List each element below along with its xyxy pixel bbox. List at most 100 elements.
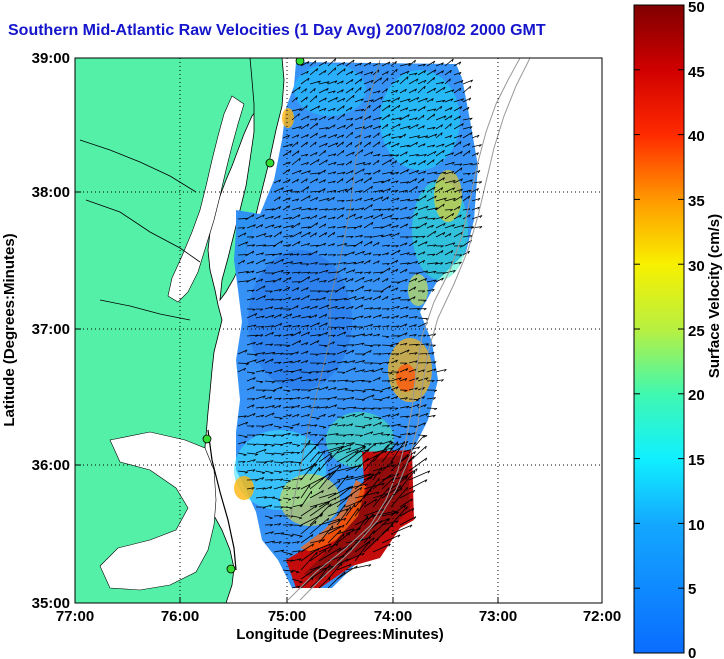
velocity-vector-head xyxy=(425,216,428,219)
velocity-vector xyxy=(363,454,378,472)
velocity-vector-head xyxy=(423,299,427,303)
velocity-vector xyxy=(264,405,275,409)
velocity-vector xyxy=(426,126,436,130)
velocity-vector-head xyxy=(433,108,437,112)
velocity-vector-head xyxy=(350,547,353,551)
velocity-vector-head xyxy=(359,499,363,503)
velocity-vector-head xyxy=(396,315,399,319)
velocity-vector xyxy=(363,333,373,337)
velocity-vector-head xyxy=(395,180,399,184)
velocity-vector xyxy=(417,125,425,130)
velocity-vector-head xyxy=(299,368,302,372)
velocity-vector xyxy=(417,343,429,346)
velocity-vector xyxy=(237,280,249,283)
velocity-vector xyxy=(264,325,274,328)
velocity-vector-head xyxy=(335,305,338,309)
velocity-vector-head xyxy=(379,117,382,120)
velocity-vector xyxy=(426,69,437,76)
velocity-vector xyxy=(291,585,301,589)
velocity-vector-head xyxy=(317,548,320,552)
velocity-vector-head xyxy=(452,213,455,217)
velocity-vector xyxy=(318,322,328,328)
velocity-vector-head xyxy=(450,250,454,254)
velocity-vector xyxy=(426,414,436,418)
velocity-vector-head xyxy=(269,235,273,238)
velocity-vector xyxy=(345,94,355,103)
velocity-vector-head xyxy=(407,252,410,255)
velocity-vector xyxy=(300,405,311,409)
velocity-vector xyxy=(444,89,455,94)
velocity-vector xyxy=(417,170,426,175)
velocity-vector-head xyxy=(423,435,425,439)
velocity-vector-head xyxy=(416,413,419,417)
velocity-vector xyxy=(471,188,479,193)
velocity-vector xyxy=(336,113,345,121)
velocity-vector xyxy=(282,506,293,509)
velocity-vector-head xyxy=(353,367,357,371)
velocity-vector xyxy=(426,380,435,382)
velocity-vector-head xyxy=(416,404,420,407)
velocity-vector-head xyxy=(388,518,390,522)
velocity-vector xyxy=(363,162,371,166)
velocity-vector-head xyxy=(332,90,336,94)
velocity-vector-head xyxy=(395,160,397,164)
velocity-vector xyxy=(282,253,293,256)
velocity-vector xyxy=(462,97,471,103)
velocity-vector xyxy=(408,278,418,283)
velocity-vector-head xyxy=(422,178,425,182)
velocity-vector-head xyxy=(371,215,374,219)
velocity-vector-head xyxy=(379,399,383,402)
velocity-vector-head xyxy=(288,324,292,328)
velocity-vector xyxy=(408,445,427,463)
velocity-vector-head xyxy=(328,543,332,547)
velocity-vector xyxy=(381,214,393,220)
velocity-vector-head xyxy=(333,263,337,266)
velocity-vector-head xyxy=(396,171,399,175)
velocity-vector xyxy=(399,508,415,517)
velocity-vector xyxy=(408,72,418,76)
velocity-vector-head xyxy=(440,132,443,136)
velocity-vector xyxy=(327,404,337,409)
x-tick-label: 77:00 xyxy=(56,608,94,625)
velocity-vector-head xyxy=(368,162,371,166)
velocity-vector xyxy=(345,151,355,157)
velocity-vector-head xyxy=(341,89,344,93)
velocity-vector xyxy=(273,196,281,202)
velocity-vector-head xyxy=(416,124,419,127)
velocity-vector xyxy=(354,369,365,373)
velocity-vector xyxy=(318,577,331,589)
velocity-vector xyxy=(309,549,327,562)
velocity-vector-head xyxy=(422,189,426,193)
velocity-vector-head xyxy=(322,539,325,542)
velocity-vector xyxy=(435,203,445,211)
velocity-vector xyxy=(336,163,345,166)
velocity-vector-head xyxy=(334,134,338,137)
velocity-vector-head xyxy=(459,134,463,138)
velocity-vector xyxy=(426,171,437,175)
velocity-vector xyxy=(390,189,399,193)
velocity-vector xyxy=(354,98,364,103)
velocity-vector xyxy=(327,171,337,175)
velocity-vector-head xyxy=(253,443,257,446)
velocity-vector xyxy=(264,443,275,446)
velocity-vector xyxy=(273,206,281,211)
velocity-vector-head xyxy=(389,159,392,163)
velocity-vector xyxy=(417,216,428,220)
velocity-vector-head xyxy=(388,543,391,547)
velocity-vector xyxy=(354,62,362,67)
velocity-vector-head xyxy=(279,344,283,347)
velocity-vector xyxy=(309,244,319,247)
velocity-vector-head xyxy=(318,451,320,455)
velocity-vector xyxy=(255,470,265,474)
velocity-vector xyxy=(255,443,267,446)
velocity-vector-head xyxy=(314,463,318,467)
velocity-vector-head xyxy=(361,149,364,153)
velocity-vector-head xyxy=(371,369,375,373)
velocity-vector xyxy=(246,404,255,409)
velocity-vector xyxy=(291,126,302,130)
velocity-vector-head xyxy=(332,216,336,220)
velocity-vector-head xyxy=(391,461,394,465)
velocity-vector-head xyxy=(342,286,345,290)
velocity-vector-head xyxy=(260,278,264,282)
velocity-vector xyxy=(291,178,299,184)
